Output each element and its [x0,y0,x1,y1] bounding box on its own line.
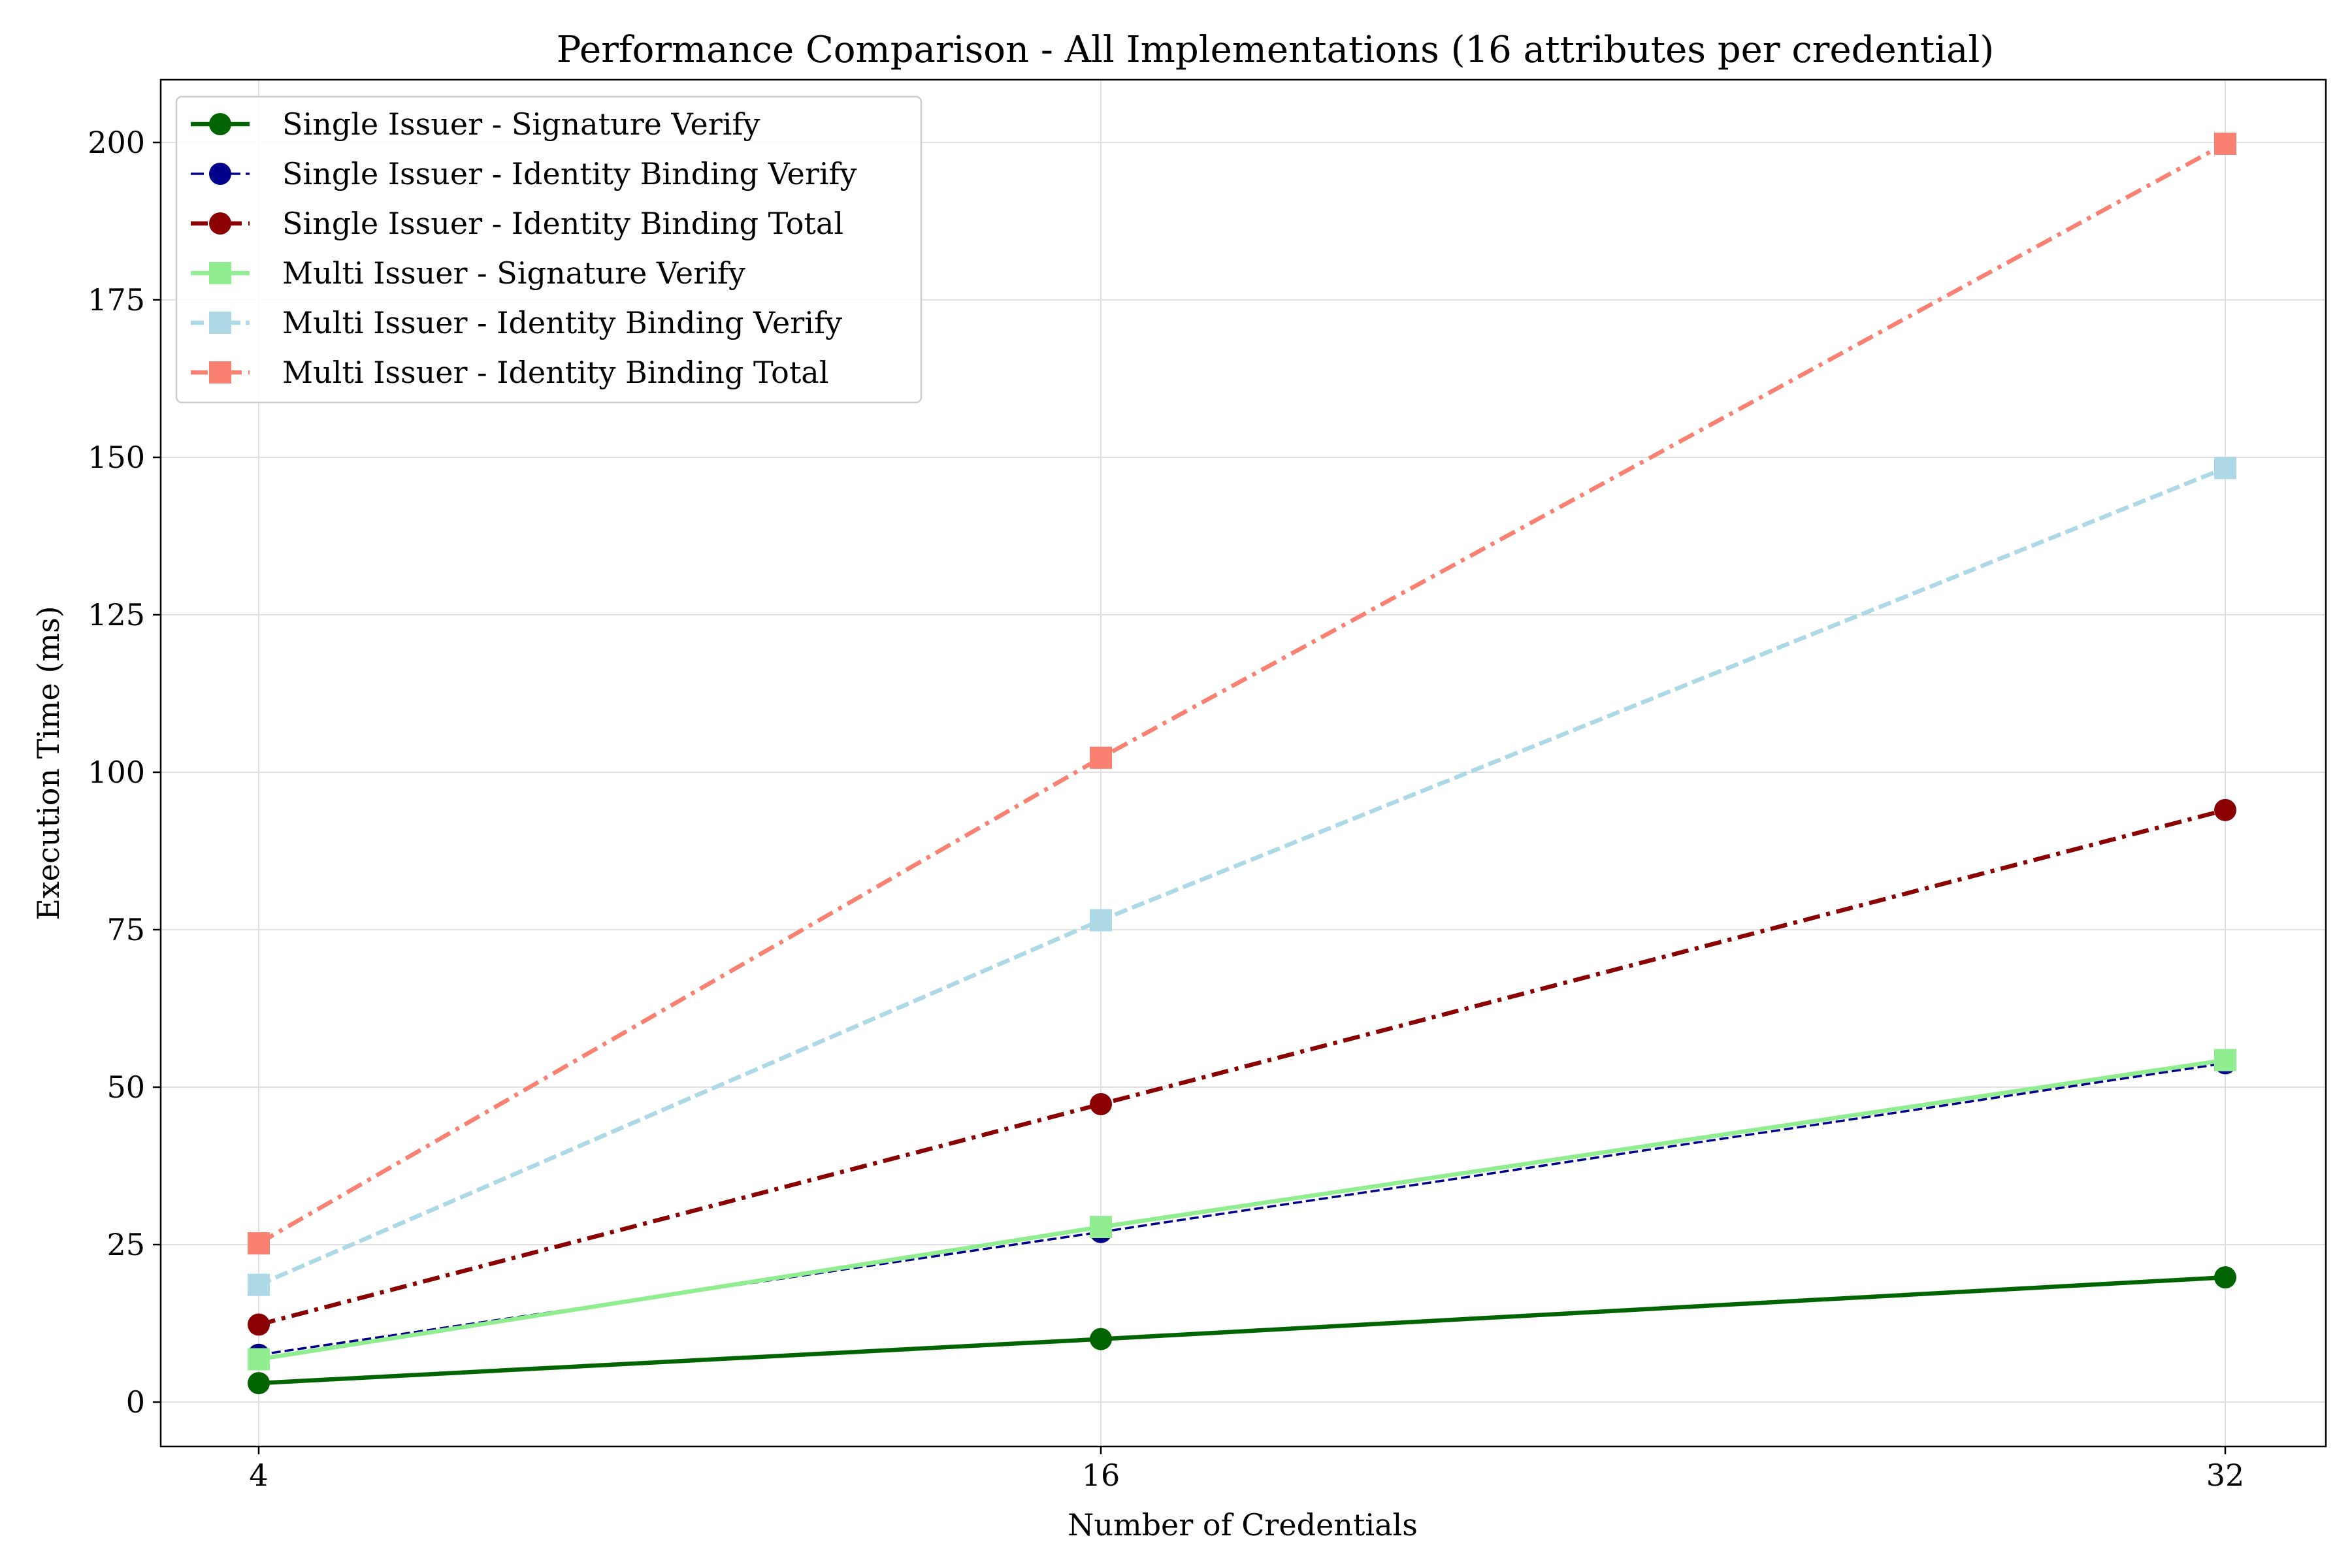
legend-label-2: Single Issuer - Identity Binding Verify [282,156,857,191]
legend-label-5: Multi Issuer - Identity Binding Verify [282,305,842,340]
y-tick-label-0: 0 [126,1384,145,1420]
series-1-point-4 [248,1372,270,1395]
legend-marker-3 [209,212,231,235]
series-4-point-32 [2214,1049,2236,1071]
legend-label-6: Multi Issuer - Identity Binding Total [282,355,828,390]
y-axis-label: Execution Time (ms) [31,606,66,920]
series-1-point-16 [1090,1328,1112,1350]
legend-label-4: Multi Issuer - Signature Verify [282,255,745,291]
series-4 [248,1049,2236,1371]
legend: Single Issuer - Signature Verify Single I… [175,95,923,404]
series-6 [248,132,2236,1255]
series-6-point-32 [2214,132,2236,155]
legend-item-2: Single Issuer - Identity Binding Verify [191,156,857,191]
series-3-point-32 [2214,798,2236,821]
series-6-point-16 [1090,746,1112,769]
series-4-point-16 [1090,1216,1112,1239]
y-axis-ticks: 0 25 50 75 100 125 150 175 200 [88,125,161,1420]
legend-item-4: Multi Issuer - Signature Verify [191,255,745,291]
y-tick-label-175: 175 [88,282,145,318]
y-tick-label-200: 200 [88,125,145,160]
y-tick-label-25: 25 [106,1227,145,1262]
series-6-point-4 [248,1232,270,1255]
legend-marker-4 [209,262,231,284]
legend-label-3: Single Issuer - Identity Binding Total [282,206,843,241]
plot-series [248,132,2236,1395]
series-line-6 [257,142,2227,1245]
y-tick-label-125: 125 [88,597,145,632]
y-tick-label-100: 100 [88,755,145,790]
y-tick-label-75: 75 [106,912,145,947]
series-1 [248,1266,2236,1395]
series-5 [248,457,2236,1296]
series-5-point-16 [1090,909,1112,932]
series-3-point-16 [1090,1093,1112,1116]
series-5-point-32 [2214,457,2236,480]
x-axis-ticks: 4 16 32 [249,1446,2244,1493]
series-4-point-4 [248,1348,270,1371]
x-tick-label-32: 32 [2206,1458,2245,1493]
legend-box [175,95,923,404]
plot-frame [159,78,2327,1448]
legend-marker-2 [209,163,231,185]
legend-marker-6 [209,361,231,384]
y-tick-label-150: 150 [88,440,145,475]
legend-item-5: Multi Issuer - Identity Binding Verify [191,305,842,340]
series-3-point-4 [248,1313,270,1336]
legend-marker-1 [209,113,231,135]
x-tick-label-16: 16 [1082,1458,1120,1493]
series-line-3 [258,808,2226,1327]
legend-marker-5 [209,312,231,334]
legend-label-1: Single Issuer - Signature Verify [282,106,760,142]
series-1-point-32 [2214,1266,2236,1289]
series-3 [248,798,2236,1336]
legend-item-6: Multi Issuer - Identity Binding Total [191,355,828,390]
y-tick-label-50: 50 [106,1070,145,1105]
chart-title: Performance Comparison - All Implementat… [557,29,1994,71]
legend-item-1: Single Issuer - Signature Verify [191,106,760,142]
series-5-point-4 [248,1273,270,1296]
legend-item-3: Single Issuer - Identity Binding Total [191,206,843,241]
x-tick-label-4: 4 [249,1458,268,1493]
x-axis-label: Number of Credentials [1068,1507,1418,1543]
